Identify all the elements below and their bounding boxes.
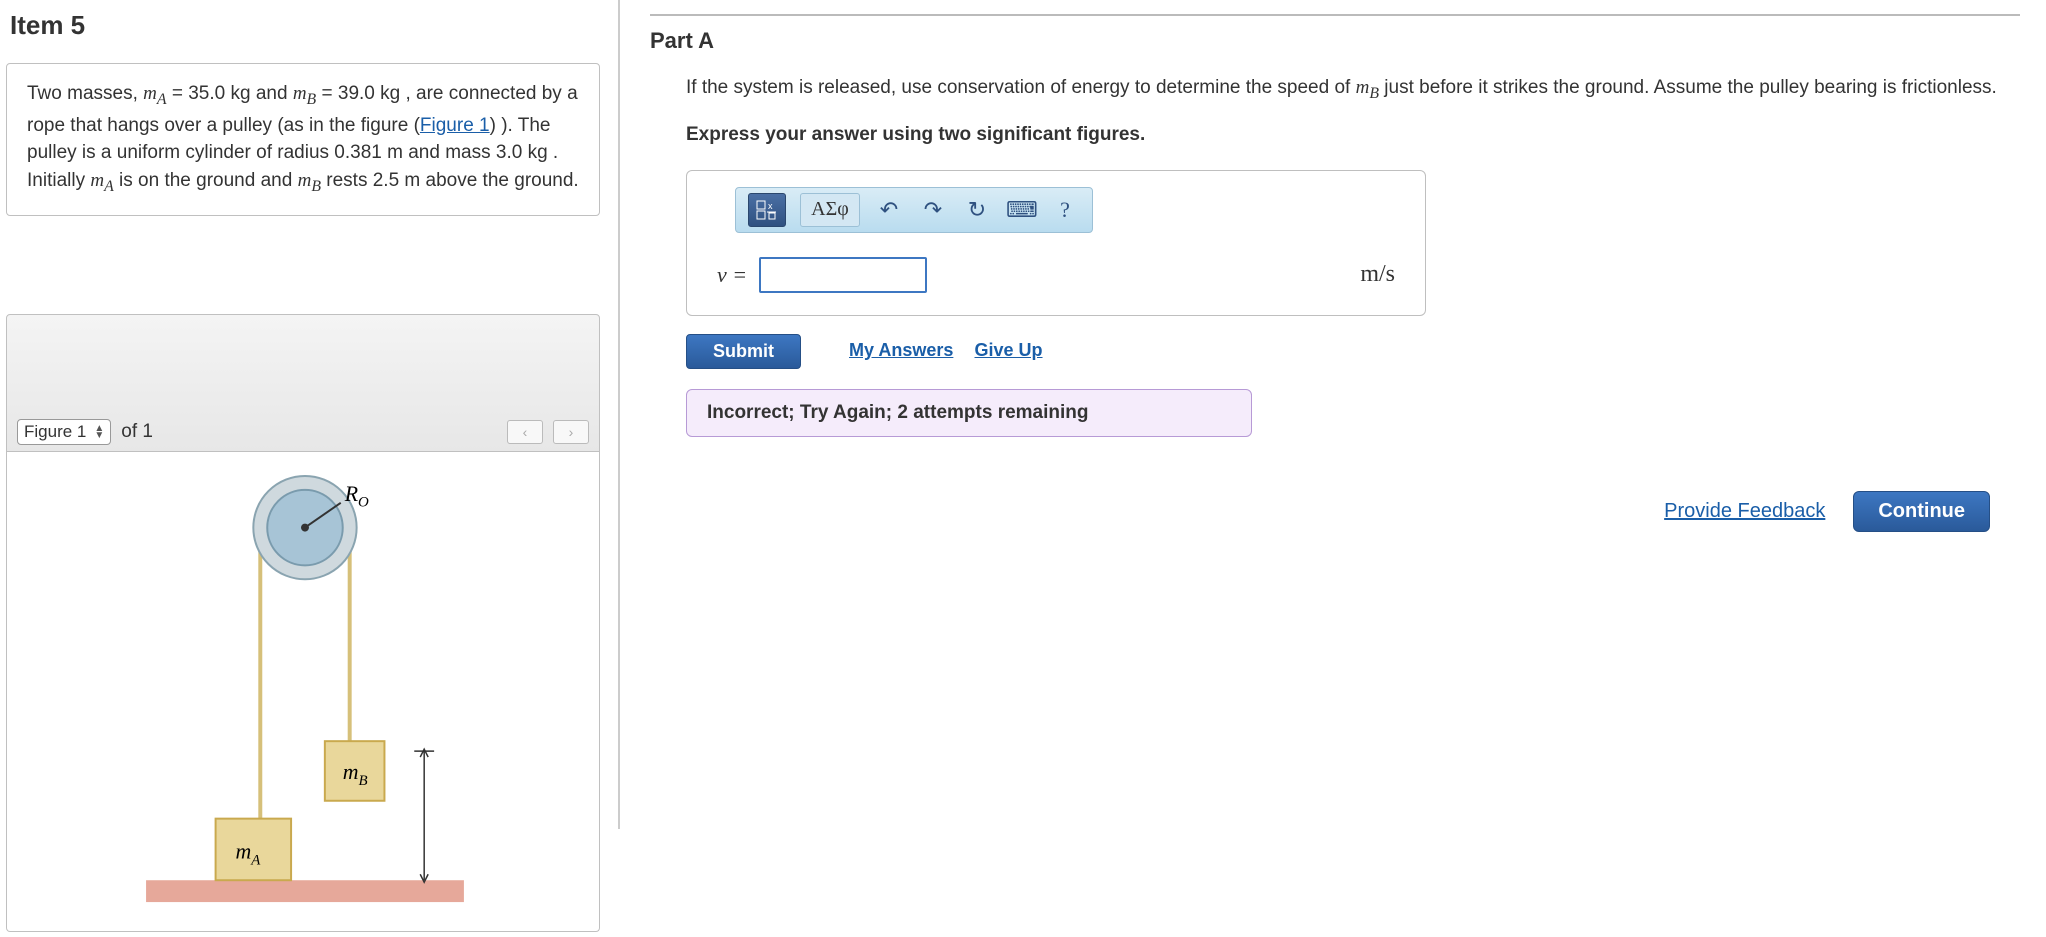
submit-row: Submit My Answers Give Up [686, 334, 2020, 369]
answer-input[interactable] [759, 257, 927, 293]
sub: A [104, 178, 114, 195]
figure-selector[interactable]: Figure 1 ▲▼ [17, 419, 111, 445]
answer-box: x ΑΣφ ↶ ↷ ↻ ⌨ ? v = m/s [686, 170, 1426, 316]
t: just before it strikes the ground. Assum… [1384, 77, 1997, 98]
problem-text: Two masses, mA = 35.0 kg and mB = 39.0 k… [27, 83, 579, 191]
figure-prev-button[interactable]: ‹ [507, 420, 543, 444]
var: m [143, 83, 157, 104]
part-prompt: If the system is released, use conservat… [686, 74, 2020, 106]
sub: B [311, 178, 321, 195]
submit-button[interactable]: Submit [686, 334, 801, 369]
t: Two masses, [27, 83, 143, 104]
part-title: Part A [650, 28, 2020, 54]
t: is on the ground and [119, 170, 298, 191]
t: rests 2.5 m above the ground. [326, 170, 578, 191]
help-icon[interactable]: ? [1050, 197, 1080, 223]
item-title: Item 5 [10, 10, 600, 41]
equation-row: v = m/s [717, 257, 1425, 293]
sub: A [157, 91, 167, 108]
svg-text:x: x [768, 201, 773, 211]
eq-label: v = [717, 262, 747, 288]
ground [146, 880, 464, 902]
continue-button[interactable]: Continue [1853, 491, 1990, 532]
my-answers-link[interactable]: My Answers [849, 340, 953, 360]
reset-icon[interactable]: ↻ [962, 197, 992, 223]
give-up-link[interactable]: Give Up [975, 340, 1043, 360]
express-instruction: Express your answer using two significan… [686, 124, 2020, 146]
figure-select-label: Figure 1 [24, 422, 86, 442]
var: m [90, 170, 104, 191]
block-A [216, 818, 291, 880]
divider [650, 14, 2020, 16]
feedback-message: Incorrect; Try Again; 2 attempts remaini… [686, 389, 1252, 437]
fraction-icon: x [756, 200, 778, 220]
template-button[interactable]: x [748, 193, 786, 227]
keyboard-icon[interactable]: ⌨ [1006, 197, 1036, 223]
t: If the system is released, use conservat… [686, 77, 1356, 98]
var: m [1356, 77, 1370, 98]
footer-row: Provide Feedback Continue [650, 491, 2020, 532]
right-column: Part A If the system is released, use co… [620, 0, 2046, 829]
stepper-icon: ▲▼ [94, 425, 104, 439]
figure-canvas: RO mB mA [6, 452, 600, 932]
unit-label: m/s [1360, 261, 1395, 288]
figure-link[interactable]: Figure 1 [420, 115, 490, 136]
t: = 39.0 kg [322, 83, 401, 104]
var: m [298, 170, 312, 191]
provide-feedback-link[interactable]: Provide Feedback [1664, 500, 1825, 523]
undo-icon[interactable]: ↶ [874, 197, 904, 223]
problem-statement: Two masses, mA = 35.0 kg and mB = 39.0 k… [6, 63, 600, 216]
sub: B [1369, 85, 1379, 102]
redo-icon[interactable]: ↷ [918, 197, 948, 223]
figure-next-button[interactable]: › [553, 420, 589, 444]
sub: B [307, 91, 317, 108]
left-column: Item 5 Two masses, mA = 35.0 kg and mB =… [0, 0, 620, 829]
greek-button[interactable]: ΑΣφ [800, 193, 860, 227]
figure-header: Figure 1 ▲▼ of 1 ‹ › [6, 314, 600, 452]
var: m [293, 83, 307, 104]
equation-toolbar: x ΑΣφ ↶ ↷ ↻ ⌨ ? [735, 187, 1093, 233]
t: = 35.0 kg [172, 83, 251, 104]
figure-count: of 1 [121, 421, 153, 443]
t: and [256, 83, 293, 104]
figure-svg: RO mB mA [7, 452, 599, 931]
